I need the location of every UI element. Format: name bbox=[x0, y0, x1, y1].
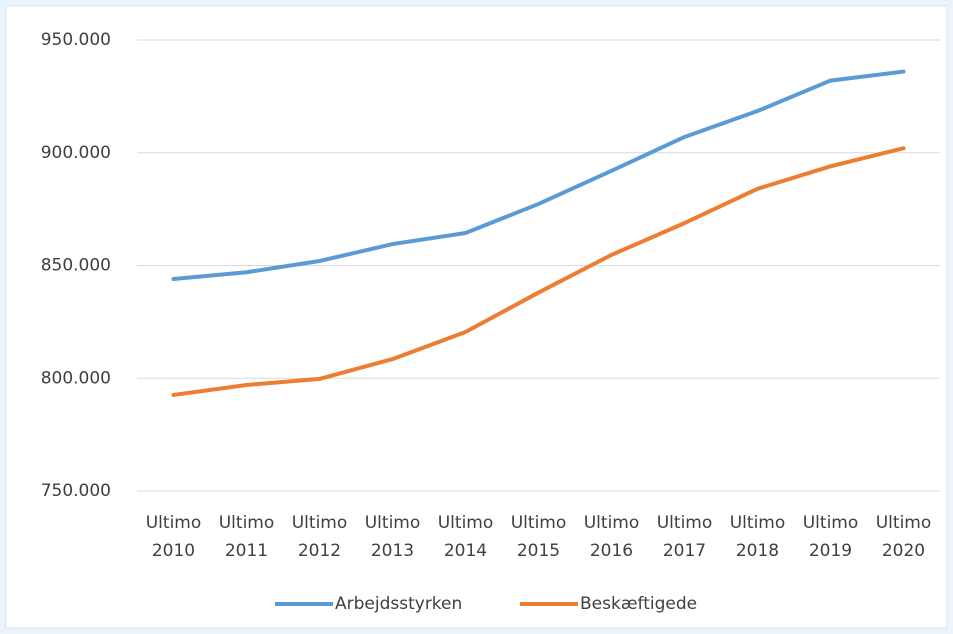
x-tick-label: Ultimo 2010 bbox=[146, 513, 202, 561]
y-tick-label: 750.000 bbox=[41, 481, 111, 501]
x-tick-label: Ultimo 2018 bbox=[730, 513, 786, 561]
x-tick-label: Ultimo 2017 bbox=[657, 513, 713, 561]
series-line bbox=[171, 69, 906, 282]
x-tick-label: Ultimo 2016 bbox=[584, 513, 640, 561]
y-tick-label: 950.000 bbox=[41, 30, 111, 50]
x-tick-label: Ultimo 2012 bbox=[292, 513, 348, 561]
y-tick-label: 800.000 bbox=[41, 368, 111, 388]
chart-area bbox=[5, 5, 948, 629]
y-tick-label: 850.000 bbox=[41, 256, 111, 276]
x-tick-label: Ultimo 2015 bbox=[511, 513, 567, 561]
series-line bbox=[171, 146, 906, 397]
x-tick-label: Ultimo 2013 bbox=[365, 513, 421, 561]
x-tick-label: Ultimo 2011 bbox=[219, 513, 275, 561]
x-tick-label: Ultimo 2014 bbox=[438, 513, 494, 561]
x-tick-label: Ultimo 2019 bbox=[803, 513, 859, 561]
legend-label: Arbejdsstyrken bbox=[335, 594, 462, 614]
y-tick-label: 900.000 bbox=[41, 143, 111, 163]
legend-label: Beskæftigede bbox=[580, 594, 697, 614]
x-tick-label: Ultimo 2020 bbox=[876, 513, 932, 561]
